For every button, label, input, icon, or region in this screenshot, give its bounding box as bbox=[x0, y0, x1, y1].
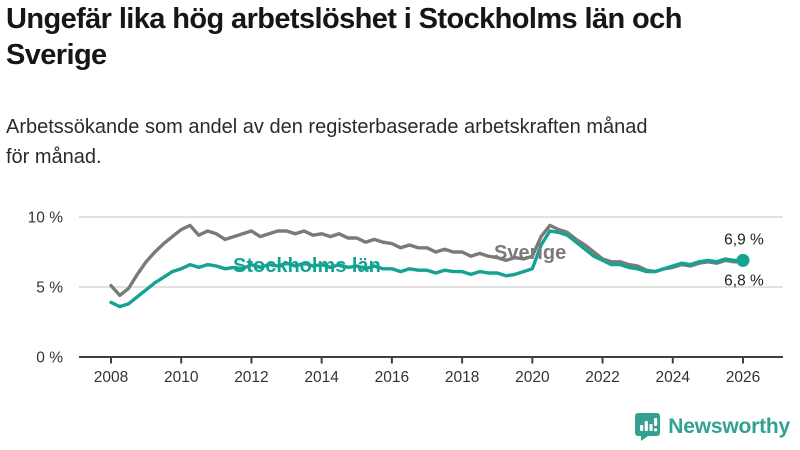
x-tick-label: 2016 bbox=[375, 369, 409, 386]
x-tick-label: 2008 bbox=[94, 369, 128, 386]
logo-bars bbox=[640, 418, 658, 432]
newsworthy-logo: Newsworthy bbox=[634, 412, 790, 441]
x-tick-label: 2018 bbox=[445, 369, 479, 386]
end-value-label-sverige: 6,8 % bbox=[724, 272, 764, 289]
x-axis-tick-labels: 2008 2010 2012 2014 2016 2018 2020 2022 2024 2026 bbox=[94, 369, 760, 386]
x-tick-label: 2012 bbox=[234, 369, 268, 386]
newsworthy-logo-icon bbox=[635, 413, 661, 441]
chart-header: Ungefär lika hög arbetslöshet i Stockhol… bbox=[6, 2, 798, 168]
series-line-sverige bbox=[109, 223, 745, 298]
x-axis bbox=[79, 356, 783, 364]
x-tick-label: 2024 bbox=[656, 369, 691, 386]
y-tick-label: 10 % bbox=[28, 210, 64, 227]
series-label-stockholms-lan: Stockholms län bbox=[233, 255, 381, 277]
x-tick-label: 2020 bbox=[515, 369, 550, 386]
page-title: Ungefär lika hög arbetslöshet i Stockhol… bbox=[6, 3, 682, 71]
end-value-label-stockholms-lan: 6,9 % bbox=[724, 231, 764, 248]
x-tick-label: 2010 bbox=[164, 369, 199, 386]
latest-value-dot bbox=[736, 253, 750, 267]
y-tick-label: 0 % bbox=[36, 350, 63, 367]
brand-name: Newsworthy bbox=[668, 414, 790, 438]
gridlines bbox=[79, 216, 783, 288]
x-tick-label: 2022 bbox=[585, 369, 619, 386]
y-axis-tick-labels: 10 % 5 % 0 % bbox=[28, 210, 64, 367]
x-tick-label: 2026 bbox=[726, 369, 760, 386]
y-tick-label: 5 % bbox=[36, 280, 63, 297]
x-tick-label: 2014 bbox=[304, 369, 339, 386]
series-line-stockholms-lan bbox=[109, 229, 745, 309]
chart-subtitle: Arbetssökande som andel av den registerb… bbox=[6, 116, 648, 168]
series-label-sverige: Sverige bbox=[494, 242, 566, 264]
